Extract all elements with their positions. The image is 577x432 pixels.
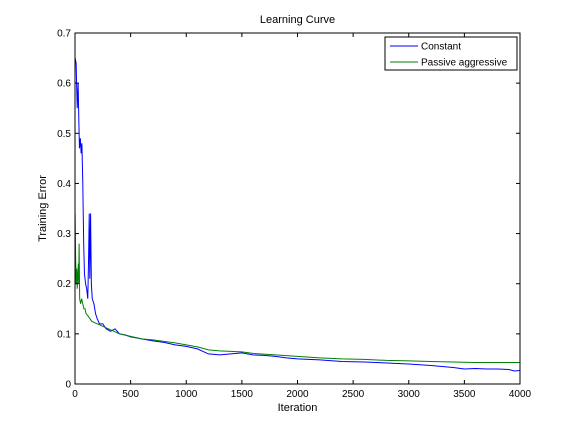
x-tick-label: 4000 (509, 389, 532, 400)
x-tick-label: 3000 (398, 389, 421, 400)
x-tick-label: 1000 (175, 389, 198, 400)
chart-title: Learning Curve (260, 14, 335, 26)
y-tick-label: 0.2 (57, 279, 71, 290)
series-line-passive-aggressive (74, 213, 520, 363)
y-tick-label: 0.4 (57, 179, 71, 190)
x-tick-label: 1500 (231, 389, 254, 400)
x-tick-label: 2000 (286, 389, 309, 400)
x-tick-label: 2500 (342, 389, 365, 400)
plot-area (74, 57, 521, 372)
y-tick-label: 0 (65, 380, 71, 391)
axis-ticks: 0 500 1000 1500 2000 2500 3000 3500 4000 0 0.1 0.2 0… (57, 29, 531, 401)
legend-box (384, 36, 518, 71)
x-tick-label: 500 (122, 389, 139, 400)
legend-label-constant: Constant (421, 42, 461, 53)
y-tick-label: 0.6 (57, 79, 71, 90)
y-tick-label: 0.5 (57, 129, 71, 140)
x-tick-label: 3500 (453, 389, 476, 400)
series-line-constant (74, 57, 521, 372)
y-tick-label: 0.7 (57, 29, 71, 40)
y-axis-label: Training Error (37, 175, 49, 242)
x-tick-label: 0 (72, 389, 78, 400)
axes-frame (74, 32, 521, 385)
legend-label-passive-aggressive: Passive aggressive (421, 58, 508, 69)
legend: Constant Passive aggressive (384, 36, 518, 71)
y-tick-label: 0.1 (57, 329, 71, 340)
y-tick-label: 0.3 (57, 229, 71, 240)
x-axis-label: Iteration (278, 402, 318, 414)
